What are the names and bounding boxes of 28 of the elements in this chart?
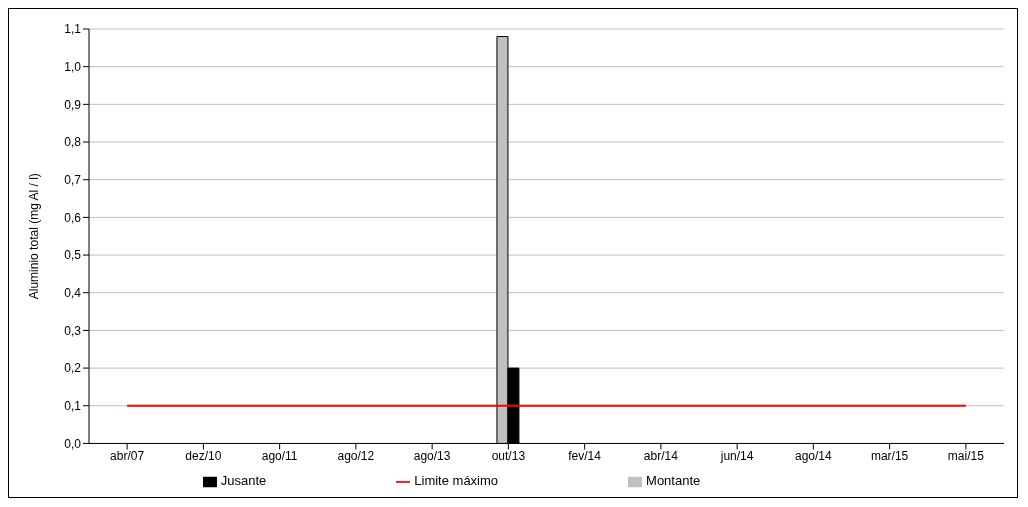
y-tick-label: 0,3 [64, 323, 82, 338]
x-tick-label: out/13 [491, 448, 526, 463]
x-tick-label: mai/15 [947, 448, 985, 463]
legend-label: Limite máximo [414, 473, 499, 489]
x-tick-label: ago/13 [413, 448, 451, 463]
y-tick-label: 0,5 [64, 248, 82, 263]
x-tick-label: fev/14 [568, 448, 602, 463]
legend-label: Montante [646, 473, 701, 489]
y-tick-label: 0,2 [64, 361, 82, 376]
x-tick-label: abr/14 [643, 448, 679, 463]
y-axis-title: Aluminio total (mg Al / l) [27, 173, 42, 300]
y-tick-label: 0,6 [64, 210, 82, 225]
x-tick-label: jun/14 [719, 448, 754, 463]
y-tick-label: 0,7 [64, 172, 82, 187]
y-tick-label: 0,4 [64, 285, 82, 300]
y-tick-label: 1,1 [64, 22, 82, 37]
x-tick-label: abr/07 [110, 448, 145, 463]
x-tick-label: mar/15 [870, 448, 909, 463]
y-tick-label: 0,8 [64, 135, 82, 150]
y-tick-label: 1,0 [64, 59, 82, 74]
x-tick-label: ago/14 [795, 448, 833, 463]
y-tick-label: 0,9 [64, 97, 82, 112]
x-tick-label: ago/12 [337, 448, 375, 463]
x-tick-label: dez/10 [185, 448, 222, 463]
y-tick-label: 0,0 [64, 436, 82, 451]
x-tick-label: ago/11 [261, 448, 298, 463]
y-tick-label: 0,1 [64, 399, 82, 414]
legend-label: Jusante [220, 473, 267, 489]
